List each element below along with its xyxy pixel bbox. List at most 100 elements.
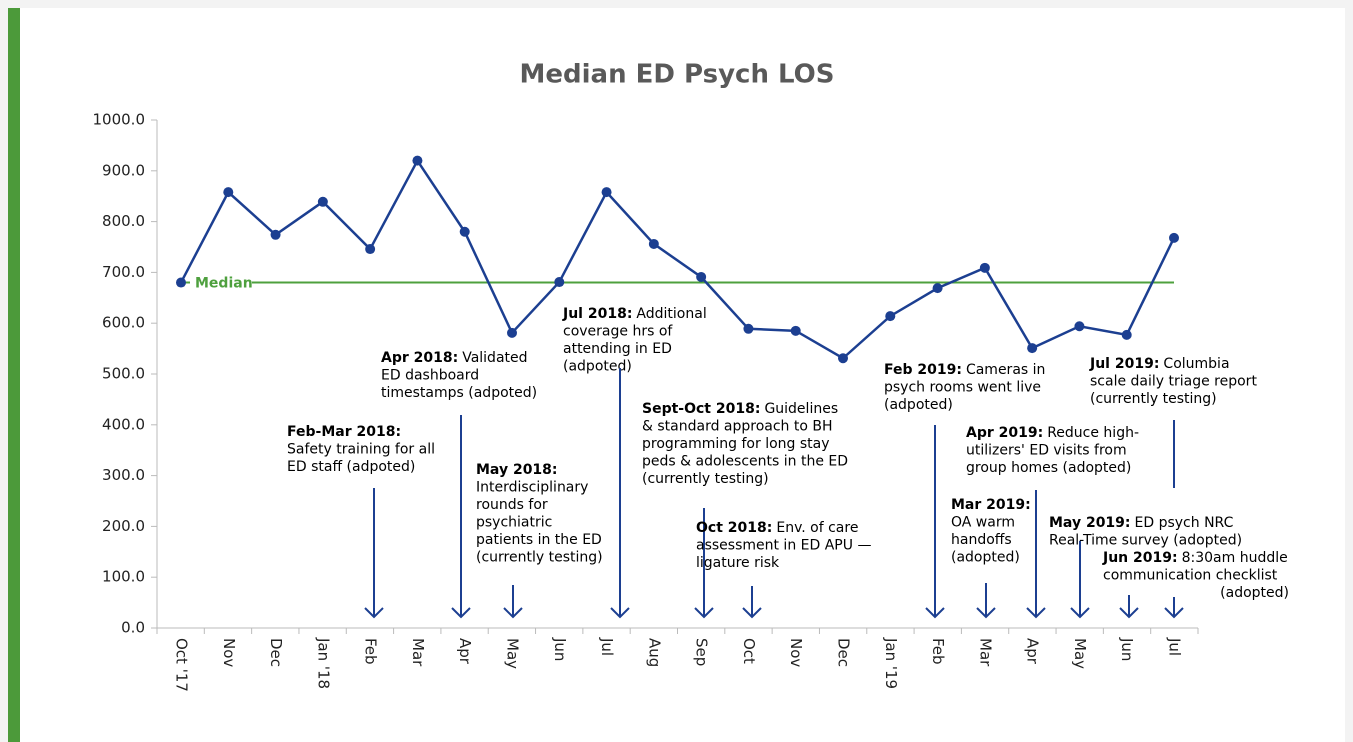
arrow-head <box>925 607 945 619</box>
annotation-text: handoffs <box>951 532 1012 548</box>
annotation: Sept-Oct 2018: Guidelines & standard appro… <box>642 401 848 487</box>
x-tick-label: May <box>504 638 522 669</box>
annotation: Feb 2019: Cameras in psych rooms went live… <box>884 362 1045 413</box>
data-point <box>696 271 707 282</box>
data-point <box>1074 321 1085 332</box>
arrow-head <box>610 607 630 619</box>
annotation-text: Safety training for all <box>287 442 435 458</box>
annotation: Mar 2019: OA warm handoffs (adopted) <box>951 497 1031 566</box>
annotation: May 2019: ED psych NRC Real-Time survey (a… <box>1049 515 1242 549</box>
annotation: Jul 2018: Additional coverage hrs of attend… <box>562 306 707 375</box>
data-point <box>838 353 848 364</box>
series-line <box>179 158 1176 360</box>
data-point <box>317 196 328 207</box>
annotation-text: Columbia <box>1163 356 1229 372</box>
x-tick-label: Jun <box>551 637 569 661</box>
x-tick-label: Jan '18 <box>314 637 332 689</box>
y-tick-label: 600.0 <box>102 314 145 332</box>
annotation-text: communication checklist <box>1103 568 1278 584</box>
annotation-text: assessment in ED APU — <box>696 538 871 554</box>
x-tick-label: Feb <box>362 638 380 665</box>
annotation-head: Feb 2019: <box>884 362 962 378</box>
y-tick-label: 800.0 <box>102 212 145 230</box>
x-tick-label: Jul <box>1166 637 1184 656</box>
median-label: Median <box>195 276 253 292</box>
annotation-text: (currently testing) <box>1090 391 1217 407</box>
y-tick-label: 700.0 <box>102 263 145 281</box>
annotation-text: patients in the ED <box>476 532 602 548</box>
arrow-head <box>1026 607 1046 619</box>
annotation-head: May 2019: <box>1049 515 1131 531</box>
annotation-text: utilizers' ED visits from <box>966 443 1127 459</box>
y-tick-label: 100.0 <box>102 568 145 586</box>
annotation-text: (adopted) <box>1220 585 1289 601</box>
y-tick-label: 200.0 <box>102 517 145 535</box>
annotation-text: ED dashboard <box>381 368 479 384</box>
annotation-text: (currently testing) <box>642 471 769 487</box>
data-point <box>412 155 423 166</box>
arrow-head <box>1164 607 1184 619</box>
annotation-head: Feb-Mar 2018: <box>287 424 401 440</box>
annotation-text: Interdisciplinary <box>476 480 588 496</box>
y-tick-label: 1000.0 <box>93 111 146 129</box>
annotation-text: (currently testing) <box>476 550 603 566</box>
y-tick-label: 300.0 <box>102 466 145 484</box>
x-tick-label: Oct <box>740 638 758 664</box>
y-tick-label: 900.0 <box>102 161 145 179</box>
x-tick-label: Dec <box>835 638 853 667</box>
annotation-head: Apr 2018: <box>381 350 458 366</box>
x-tick-label: Mar <box>976 638 994 667</box>
data-point <box>885 311 896 322</box>
annotation-text: Guidelines <box>764 401 838 417</box>
x-tick-label: Nov <box>787 638 805 667</box>
data-point <box>554 277 565 288</box>
annotation-text: rounds for <box>476 497 548 513</box>
annotation-text: (adopted) <box>951 550 1020 566</box>
annotation-text: (adpoted) <box>884 397 953 413</box>
x-tick-label: Mar <box>409 638 427 667</box>
arrow-head <box>451 607 471 619</box>
annotation-text: (adpoted) <box>563 359 632 375</box>
annotation: Feb-Mar 2018: Safety training for all ED s… <box>287 424 435 475</box>
y-tick-label: 500.0 <box>102 365 145 383</box>
data-point <box>176 277 186 288</box>
arrow-head <box>694 607 714 619</box>
x-tick-label: Feb <box>929 638 947 665</box>
x-tick-label: May <box>1071 638 1089 669</box>
annotation-text: ED staff (adpoted) <box>287 459 415 475</box>
annotation-head: Jul 2019: <box>1089 356 1159 372</box>
x-tick-label: Apr <box>456 638 474 665</box>
annotation-text: group homes (adopted) <box>966 460 1131 476</box>
annotation-text: psychiatric <box>476 515 552 531</box>
background <box>8 8 1345 742</box>
data-point <box>601 187 612 198</box>
annotation-text: coverage hrs of <box>563 324 673 340</box>
data-point <box>1169 232 1179 243</box>
annotation-head: Apr 2019: <box>966 425 1043 441</box>
annotation-text: peds & adolescents in the ED <box>642 454 848 470</box>
annotation-head: Mar 2019: <box>951 497 1031 513</box>
annotation-text: Env. of care <box>776 520 858 536</box>
annotation: Apr 2018: Validated ED dashboard timestamps… <box>381 350 537 401</box>
annotation-text: 8:30am huddle <box>1182 550 1288 566</box>
x-tick-label: Jan '19 <box>882 637 900 689</box>
chart-title: Median ED Psych LOS <box>520 60 835 90</box>
annotation-text: psych rooms went live <box>884 380 1041 396</box>
annotation-text: Validated <box>462 350 527 366</box>
accent-bar <box>8 8 20 742</box>
x-tick-label: Jun <box>1118 637 1136 661</box>
data-point <box>790 325 801 336</box>
data-point <box>507 327 517 338</box>
arrow-head <box>976 607 996 619</box>
median-label-bg <box>190 273 252 292</box>
x-tick-label: Jul <box>598 637 616 656</box>
annotation: Jul 2019: Columbia scale daily triage repo… <box>1089 356 1257 407</box>
data-point <box>648 238 659 249</box>
annotation: Oct 2018: Env. of care assessment in ED AP… <box>696 520 871 571</box>
annotation-head: May 2018: <box>476 462 558 478</box>
annotation: Jun 2019: 8:30am huddle communication chec… <box>1102 550 1289 601</box>
data-point <box>223 187 234 198</box>
x-tick-label: Oct '17 <box>173 638 191 692</box>
data-point <box>459 226 470 237</box>
